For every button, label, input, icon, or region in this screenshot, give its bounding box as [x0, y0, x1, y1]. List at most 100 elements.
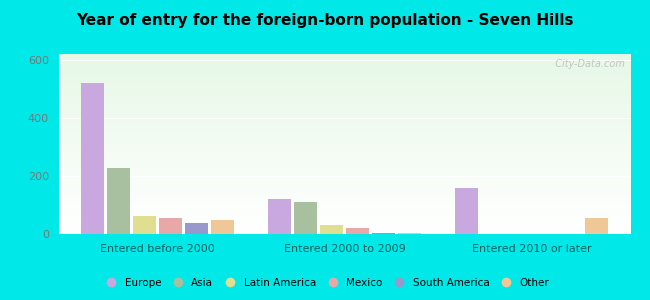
Bar	[58, 186, 630, 187]
Bar	[58, 118, 630, 119]
Bar	[372, 232, 395, 234]
Bar	[58, 132, 630, 133]
Bar	[58, 86, 630, 87]
Bar	[58, 61, 630, 62]
Bar	[58, 196, 630, 197]
Bar	[58, 99, 630, 100]
Bar	[58, 94, 630, 95]
Bar	[58, 85, 630, 86]
Bar	[58, 149, 630, 150]
Bar	[58, 110, 630, 111]
Bar	[58, 75, 630, 76]
Bar	[58, 114, 630, 115]
Bar	[58, 160, 630, 161]
Bar	[58, 165, 630, 166]
Bar	[58, 173, 630, 174]
Bar	[58, 211, 630, 212]
Bar	[58, 195, 630, 196]
Bar	[58, 202, 630, 203]
Bar	[58, 185, 630, 186]
Bar	[58, 80, 630, 81]
Bar	[58, 89, 630, 90]
Bar	[58, 215, 630, 216]
Bar	[58, 59, 630, 60]
Bar	[58, 230, 630, 231]
Bar	[58, 64, 630, 65]
Bar	[58, 187, 630, 188]
Bar	[58, 126, 630, 127]
Bar	[58, 130, 630, 131]
Bar	[58, 116, 630, 117]
Bar	[58, 136, 630, 137]
Bar	[268, 199, 291, 234]
Bar	[58, 122, 630, 123]
Bar	[58, 77, 630, 78]
Bar	[58, 91, 630, 92]
Bar	[58, 197, 630, 198]
Bar	[58, 184, 630, 185]
Bar	[58, 141, 630, 142]
Bar	[133, 216, 156, 234]
Bar	[58, 159, 630, 160]
Bar	[58, 137, 630, 138]
Bar	[58, 167, 630, 168]
Bar	[58, 127, 630, 128]
Bar	[58, 202, 630, 203]
Bar	[58, 225, 630, 226]
Bar	[58, 93, 630, 94]
Bar	[58, 84, 630, 85]
Bar	[58, 76, 630, 77]
Bar	[58, 155, 630, 156]
Bar	[58, 133, 630, 134]
Bar	[58, 124, 630, 125]
Bar	[58, 221, 630, 222]
Bar	[58, 69, 630, 70]
Bar	[58, 119, 630, 120]
Bar	[58, 95, 630, 96]
Bar	[58, 198, 630, 199]
Bar	[58, 56, 630, 57]
Bar	[58, 218, 630, 219]
Bar	[58, 148, 630, 149]
Bar	[58, 223, 630, 224]
Bar	[58, 107, 630, 108]
Bar	[58, 68, 630, 69]
Bar	[58, 128, 630, 129]
Bar	[58, 90, 630, 91]
Bar	[58, 102, 630, 103]
Text: Year of entry for the foreign-born population - Seven Hills: Year of entry for the foreign-born popul…	[76, 14, 574, 28]
Bar	[58, 150, 630, 151]
Bar	[58, 83, 630, 84]
Bar	[58, 175, 630, 176]
Bar	[58, 217, 630, 218]
Bar	[58, 174, 630, 175]
Bar	[294, 202, 317, 234]
Bar	[58, 135, 630, 136]
Bar	[58, 166, 630, 167]
Bar	[58, 191, 630, 192]
Bar	[58, 113, 630, 114]
Bar	[58, 177, 630, 178]
Bar	[58, 97, 630, 98]
Bar	[58, 207, 630, 208]
Bar	[58, 115, 630, 116]
Bar	[58, 147, 630, 148]
Bar	[58, 220, 630, 221]
Legend: Europe, Asia, Latin America, Mexico, South America, Other: Europe, Asia, Latin America, Mexico, Sou…	[96, 274, 554, 292]
Bar	[81, 83, 104, 234]
Bar	[58, 224, 630, 225]
Bar	[58, 183, 630, 184]
Bar	[58, 71, 630, 72]
Bar	[58, 146, 630, 147]
Bar	[58, 101, 630, 102]
Bar	[398, 232, 421, 234]
Bar	[58, 164, 630, 165]
Bar	[58, 212, 630, 213]
Bar	[58, 134, 630, 135]
Bar	[58, 181, 630, 182]
Bar	[58, 228, 630, 229]
Bar	[58, 145, 630, 146]
Bar	[58, 152, 630, 153]
Bar	[58, 163, 630, 164]
Bar	[58, 105, 630, 106]
